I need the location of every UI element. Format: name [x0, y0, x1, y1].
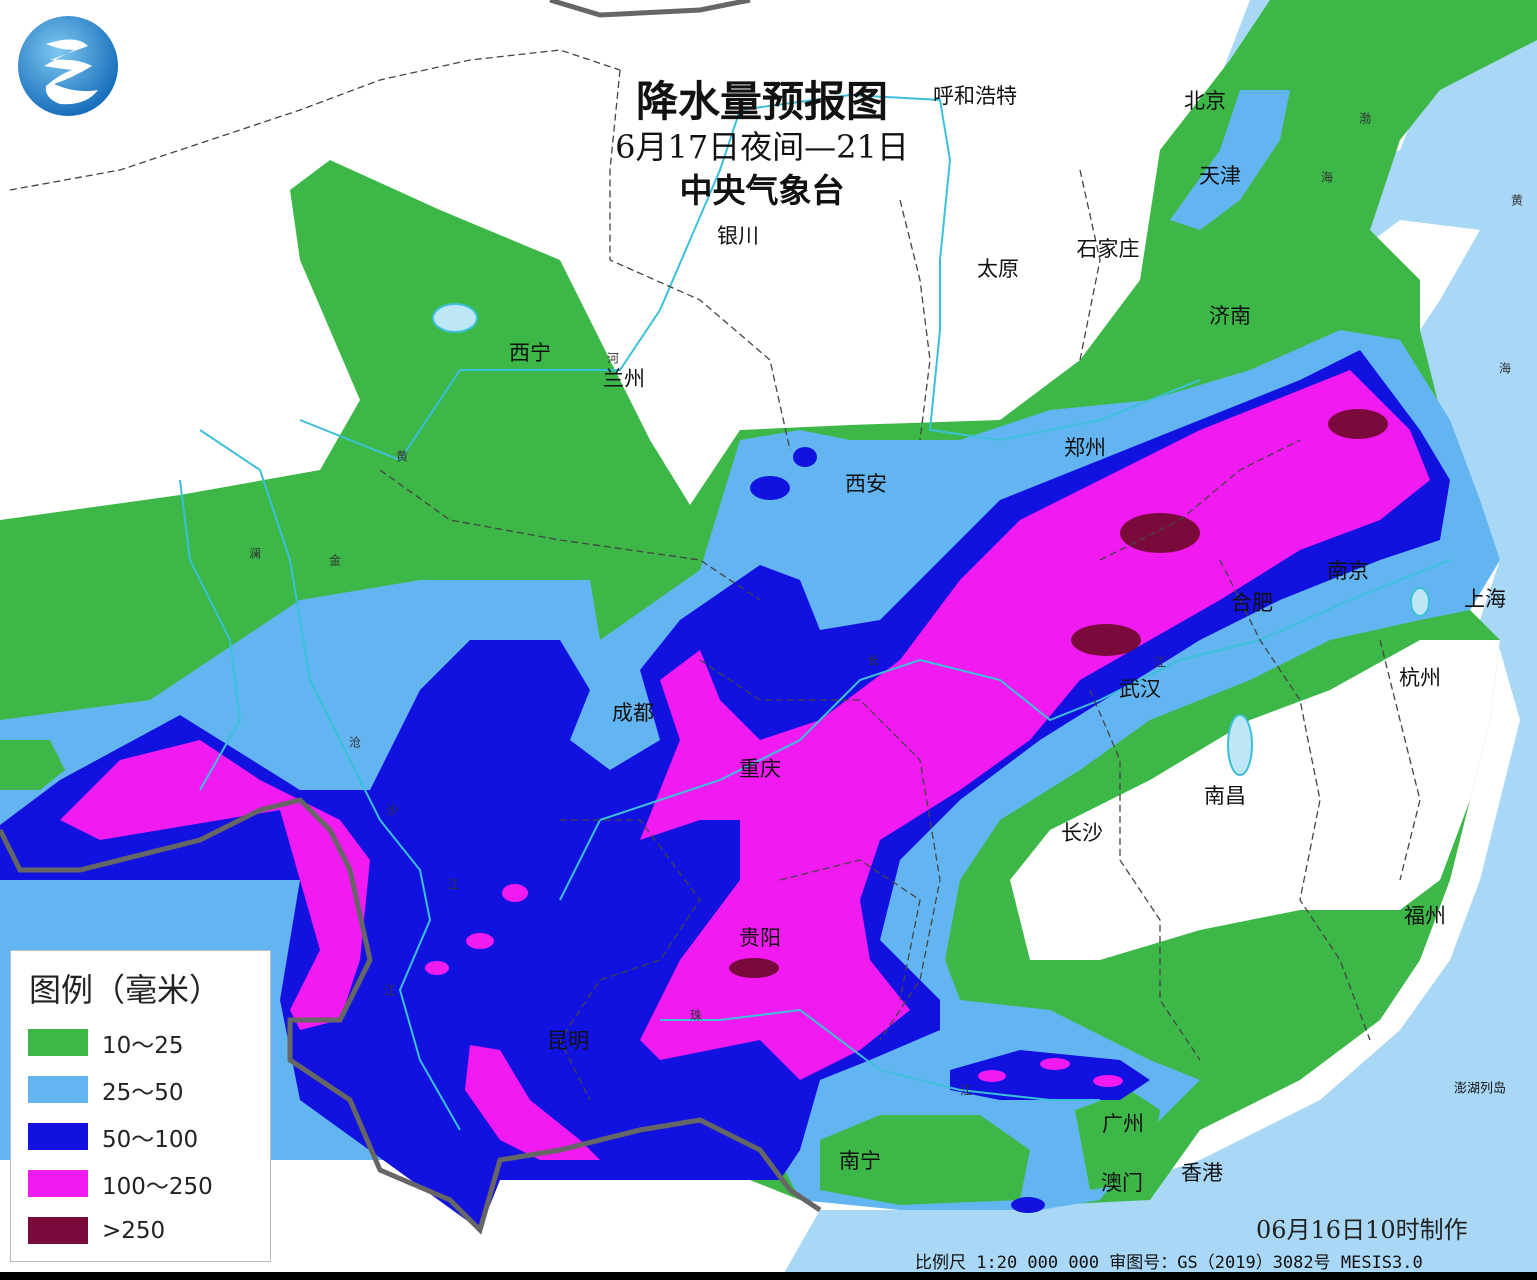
river-label: 江 — [383, 983, 397, 998]
city-label: 广州 — [1102, 1112, 1144, 1136]
rain-over-250-blob — [729, 958, 779, 978]
bottom-frame — [0, 1272, 1537, 1280]
river-label: 长 — [866, 653, 880, 668]
city-label: 合肥 — [1231, 591, 1273, 615]
legend-item: >250 — [11, 1207, 270, 1254]
city-label: 福州 — [1404, 904, 1446, 928]
city-label: 郑州 — [1064, 436, 1106, 460]
sea-label: 黄 — [1510, 193, 1524, 208]
city-label: 济南 — [1209, 304, 1251, 328]
river-label: 江 — [446, 877, 460, 892]
sea-label: 海 — [1320, 170, 1334, 185]
city-label: 银川 — [717, 224, 759, 248]
city-label: 西宁 — [509, 341, 551, 365]
rain-over-250-blob — [1120, 513, 1200, 553]
legend-label: 10～25 — [102, 1032, 184, 1059]
city-label: 成都 — [612, 701, 654, 725]
legend-label: 25～50 — [102, 1079, 184, 1106]
rain-over-250-blob — [1328, 409, 1388, 439]
city-label: 呼和浩特 — [933, 84, 1017, 108]
river-label: 沙 — [385, 803, 399, 818]
river-label: 黄 — [395, 449, 409, 464]
national-border — [0, 0, 822, 1235]
city-label: 长沙 — [1061, 821, 1103, 845]
city-label: 西安 — [845, 472, 887, 496]
city-label: 南宁 — [839, 1149, 881, 1173]
city-label: 太原 — [977, 257, 1019, 281]
rain-100-250-west — [60, 740, 370, 1030]
city-label: 南京 — [1327, 559, 1369, 583]
rivers — [179, 93, 1451, 1131]
city-label: 兰州 — [603, 367, 645, 391]
city-label: 石家庄 — [1076, 237, 1140, 261]
river-label: 澜 — [248, 546, 262, 561]
title-main: 降水量预报图 — [635, 77, 888, 126]
legend-swatch — [28, 1123, 88, 1150]
sea-label: 渤 — [1358, 111, 1372, 126]
no-rain-southeast — [1010, 640, 1500, 960]
legend-label: 100～250 — [102, 1173, 213, 1200]
legend-label: 50～100 — [102, 1126, 199, 1153]
rain-25-50-bohai — [1170, 90, 1290, 230]
scale-and-approval: 比例尺 1:20 000 000 审图号：GS（2019）3082号 MESIS… — [915, 1253, 1423, 1273]
legend-item: 10～25 — [11, 1019, 270, 1066]
province-borders — [9, 49, 1421, 1101]
river-label: 沧 — [348, 735, 362, 750]
city-label: 北京 — [1184, 89, 1226, 113]
title-period: 6月17日夜间—21日 — [615, 128, 909, 166]
rain-10-25-guangzhou — [1075, 1090, 1160, 1190]
river-label: 江 — [1153, 655, 1167, 670]
rain-10-25-nanning — [820, 1115, 1030, 1205]
legend-swatch — [28, 1170, 88, 1197]
rain-100-250-blob — [466, 933, 494, 949]
rain-50-100-coast-blob — [1011, 1197, 1045, 1213]
legend-item: 100～250 — [11, 1160, 270, 1207]
rain-100-250-south — [465, 1045, 600, 1160]
rain-100-250-blob — [1093, 1075, 1123, 1087]
title-issuer: 中央气象台 — [679, 171, 845, 210]
city-label: 天津 — [1199, 164, 1241, 188]
city-label: 杭州 — [1399, 666, 1441, 690]
city-label: 南昌 — [1204, 784, 1246, 808]
rain-over-250-blob — [1071, 624, 1141, 656]
ocean — [780, 0, 1537, 1280]
city-label: 贵阳 — [739, 926, 781, 950]
legend-item: 25～50 — [11, 1066, 270, 1113]
river-label: 江 — [959, 1083, 973, 1098]
city-label: 重庆 — [739, 757, 781, 781]
map-title: 降水量预报图 6月17日夜间—21日 中央气象台 — [615, 78, 909, 214]
city-label: 香港 — [1181, 1161, 1223, 1185]
sea-label: 海 — [1498, 361, 1512, 376]
legend: 图例（毫米） 10～25 25～50 50～100 100～250 >250 — [10, 950, 271, 1262]
city-label: 澳门 — [1101, 1171, 1143, 1195]
city-label: 昆明 — [547, 1029, 589, 1053]
city-label: 澎湖列岛 — [1453, 1081, 1507, 1097]
rain-100-250-area — [640, 370, 1430, 1080]
river-label: 河 — [606, 351, 620, 366]
legend-swatch — [28, 1076, 88, 1103]
city-label: 武汉 — [1119, 677, 1161, 701]
cma-logo — [16, 14, 120, 118]
rain-100-250-blob — [425, 961, 449, 975]
rain-100-250-blob — [978, 1070, 1006, 1082]
rain-10-25-west — [0, 740, 65, 790]
legend-swatch — [28, 1029, 88, 1056]
river-label: 金 — [328, 553, 342, 568]
rain-50-100-guangdong — [950, 1050, 1150, 1100]
legend-swatch — [28, 1217, 88, 1244]
river-label: 珠 — [689, 1008, 703, 1023]
production-time: 06月16日10时制作 — [1256, 1216, 1468, 1244]
rain-50-100-xian-blob — [750, 476, 790, 500]
legend-title: 图例（毫米） — [29, 971, 222, 1009]
legend-item: 50～100 — [11, 1113, 270, 1160]
rain-50-100-xian-blob — [793, 447, 817, 467]
legend-label: >250 — [102, 1217, 166, 1244]
rain-100-250-blob — [502, 884, 528, 902]
city-label: 上海 — [1464, 587, 1506, 611]
rain-100-250-blob — [1040, 1058, 1070, 1070]
